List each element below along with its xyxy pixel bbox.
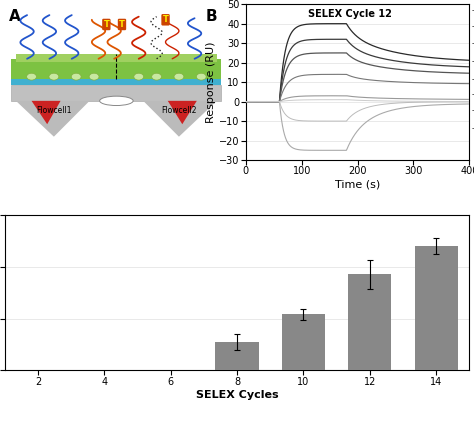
Polygon shape xyxy=(168,101,197,124)
Text: –200μM: –200μM xyxy=(472,124,474,133)
Text: –0μM: –0μM xyxy=(472,39,474,48)
Circle shape xyxy=(196,73,206,80)
Text: T: T xyxy=(163,15,168,24)
Circle shape xyxy=(152,73,162,80)
Polygon shape xyxy=(16,101,90,137)
Circle shape xyxy=(174,73,184,80)
Text: SELEX Cycle 12: SELEX Cycle 12 xyxy=(309,9,392,19)
Ellipse shape xyxy=(100,96,133,106)
Circle shape xyxy=(134,73,144,80)
Text: –20μM: –20μM xyxy=(472,106,474,115)
Text: –0.2μM: –0.2μM xyxy=(472,75,474,83)
Text: A: A xyxy=(9,9,21,24)
Polygon shape xyxy=(11,79,221,85)
Circle shape xyxy=(49,73,59,80)
Y-axis label: Response (RU): Response (RU) xyxy=(206,41,217,123)
Polygon shape xyxy=(143,101,217,137)
Bar xyxy=(282,314,325,370)
Text: Flowcell1: Flowcell1 xyxy=(36,106,72,115)
Polygon shape xyxy=(11,59,221,79)
Text: –0μM: –0μM xyxy=(472,21,474,31)
Bar xyxy=(348,274,391,370)
Polygon shape xyxy=(11,85,221,101)
X-axis label: SELEX Cycles: SELEX Cycles xyxy=(196,389,278,400)
Circle shape xyxy=(71,73,81,80)
Polygon shape xyxy=(32,101,61,124)
Bar xyxy=(215,342,259,370)
Polygon shape xyxy=(16,54,217,62)
Bar xyxy=(414,246,457,370)
Circle shape xyxy=(89,73,99,80)
Text: B: B xyxy=(206,9,218,24)
X-axis label: Time (s): Time (s) xyxy=(335,179,380,189)
Text: T: T xyxy=(119,20,125,29)
Text: –0μM: –0μM xyxy=(472,6,474,15)
Text: –0.02μM: –0.02μM xyxy=(472,57,474,67)
Text: T: T xyxy=(103,20,109,29)
Text: –2μM: –2μM xyxy=(472,90,474,99)
Circle shape xyxy=(27,73,36,80)
Text: Flowcell2: Flowcell2 xyxy=(161,106,197,115)
